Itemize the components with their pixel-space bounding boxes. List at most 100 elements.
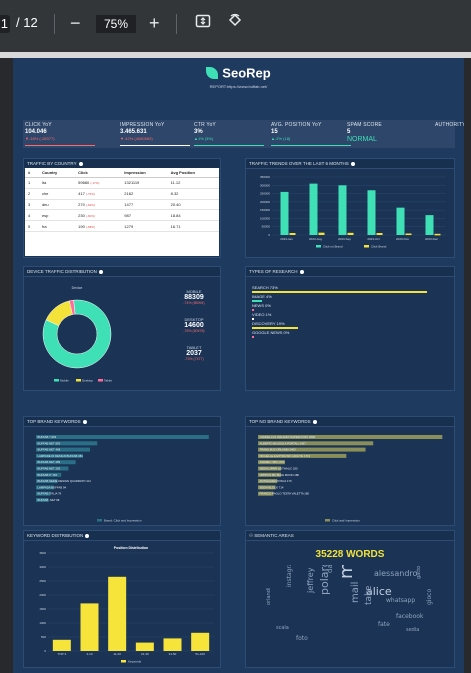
report-url: REPORT:https://www.buffab.net/ bbox=[209, 84, 268, 89]
zoom-out-icon[interactable]: − bbox=[70, 13, 81, 33]
zoom-in-icon[interactable]: + bbox=[149, 13, 160, 33]
info-icon[interactable] bbox=[98, 269, 103, 274]
rotate-icon[interactable] bbox=[227, 12, 243, 34]
research-label: SEARCH 73% bbox=[252, 285, 278, 290]
kpi-strip: CLICK YoY 104.046 ▼-18% (-28377) IMPRESSION… bbox=[23, 120, 464, 148]
donut-slice-desktop bbox=[45, 300, 73, 327]
bar-brand bbox=[434, 233, 441, 236]
panel-title: TOP NO BRAND KEYWORDS bbox=[246, 417, 454, 427]
cloud-word: mail bbox=[350, 581, 361, 603]
panel-title: TYPES OF RESEARCH bbox=[246, 267, 454, 277]
info-icon[interactable] bbox=[78, 161, 83, 166]
legend-swatch bbox=[364, 245, 369, 248]
x-tick-label: 2023-Oct bbox=[367, 237, 380, 241]
tablet-label: TABLET bbox=[186, 345, 202, 350]
keyword-bar bbox=[258, 453, 347, 458]
page-total: / 12 bbox=[16, 15, 38, 30]
table-row: 1 ita 59680 (-17%) 1321119 11.12 bbox=[25, 177, 219, 189]
research-label: VIDEO 1% bbox=[252, 312, 272, 317]
table-row: 5 fra 190 (-58%) 1279 16.71 bbox=[25, 220, 219, 232]
report-page: SeoRep REPORT:https://www.buffab.net/ CL… bbox=[13, 58, 464, 673]
column-header: Avg Position bbox=[167, 168, 219, 178]
keyword-bar bbox=[258, 485, 276, 490]
keyword-label: LAMPADA BUFFAB 94 bbox=[38, 485, 67, 489]
kpi-change: NORMAL bbox=[347, 136, 377, 143]
bar-non-brand bbox=[280, 191, 289, 235]
fit-page-icon[interactable] bbox=[195, 12, 211, 34]
kpi-label: IMPRESSION YoY bbox=[120, 122, 165, 128]
table-cell: 417 (-76%) bbox=[75, 188, 122, 200]
zoom-input[interactable]: 75% bbox=[96, 15, 136, 33]
table-cell: 4 bbox=[25, 209, 39, 222]
keyword-label: SEDIA LIPARI LEITHALIC 180 bbox=[260, 467, 298, 471]
x-tick-label: 2023-Aug bbox=[309, 237, 322, 241]
nobrand-keywords-chart: CANDELA DI ORLANDI SUPER FOXX 3000 ALBERT… bbox=[258, 435, 443, 523]
kpi-5: AUTHORITY bbox=[435, 122, 464, 129]
kpi-label: CTR YoY bbox=[194, 122, 216, 128]
table-cell: 230 (-60%) bbox=[75, 209, 122, 222]
keyword-bar bbox=[258, 435, 443, 439]
bar-brand bbox=[347, 232, 354, 235]
x-tick-label: 2023-Sep bbox=[338, 237, 351, 241]
keyword-bar bbox=[258, 441, 374, 446]
cloud-word: take bbox=[364, 585, 374, 605]
tablet-value: 2037 bbox=[186, 350, 202, 357]
cloud-word: gatto bbox=[416, 565, 422, 579]
table-row: 3 deu 270 (-64%) 1477 20.40 bbox=[25, 199, 219, 211]
kpi-2: CTR YoY 3% ▲1% (3%) bbox=[194, 122, 264, 146]
mobile-label: MOBILE bbox=[186, 289, 202, 294]
trends-panel: TRAFFIC TRENDS OVER THE LAST 6 MONTHS 35… bbox=[245, 158, 455, 258]
bar-non-brand bbox=[425, 215, 434, 235]
page-gap bbox=[0, 52, 471, 58]
panel-title: TRAFFIC TRENDS OVER THE LAST 6 MONTHS bbox=[246, 159, 454, 169]
legend-label: Click Brand bbox=[371, 245, 387, 249]
table-row: 4 esp 230 (-60%) 987 18.84 bbox=[25, 209, 219, 222]
y-tick-label: 0 bbox=[268, 233, 270, 237]
legend-label: Click no Brand bbox=[323, 245, 343, 249]
x-tick-label: 21-30 bbox=[141, 652, 149, 656]
column-header: Click bbox=[75, 168, 122, 178]
brand-name: SeoRep bbox=[222, 65, 271, 81]
toolbar-divider bbox=[176, 14, 177, 34]
legend-label: Mobile bbox=[60, 379, 69, 383]
y-tick-label: 3000 bbox=[39, 565, 46, 569]
legend-label: Click and Impression bbox=[332, 519, 360, 523]
info-icon[interactable] bbox=[82, 419, 87, 424]
x-tick-label: 51-100 bbox=[195, 652, 205, 656]
page-number-input[interactable]: 1 bbox=[0, 15, 10, 33]
kpi-3: AVG. POSITION YoY 15 ▲-2% (18) bbox=[271, 122, 351, 146]
info-icon[interactable] bbox=[299, 269, 304, 274]
cloud-word: sedia bbox=[406, 627, 420, 633]
info-icon[interactable] bbox=[85, 533, 90, 538]
leaf-logo-icon bbox=[206, 66, 219, 79]
x-tick-label: TOP 3 bbox=[58, 652, 67, 656]
info-icon[interactable] bbox=[350, 161, 355, 166]
bar bbox=[108, 576, 127, 651]
keyword-label: BUFFAB .NET 68 bbox=[38, 498, 60, 502]
table-cell: fra bbox=[38, 220, 76, 232]
keyword-label: BUFFAB SEDIE DESIGN QUADRATO 114 bbox=[38, 479, 92, 483]
bar-brand bbox=[289, 233, 296, 235]
panel-title: DEVICE TRAFFIC DISTRIBUTION bbox=[24, 267, 220, 277]
column-header: Impression bbox=[121, 168, 168, 178]
keyword-bar bbox=[258, 447, 366, 452]
research-panel: TYPES OF RESEARCH SEARCH 73% IMAGE 4% NEWS… bbox=[245, 266, 455, 391]
pdf-toolbar: 1 / 12 − 75% + bbox=[0, 0, 471, 52]
info-icon[interactable] bbox=[312, 419, 317, 424]
table-cell: 11.12 bbox=[167, 177, 219, 189]
keyword-label: ANTIGUARA POSCA 170 bbox=[260, 479, 292, 483]
cloud-word: jeffrey bbox=[306, 567, 315, 593]
y-tick-label: 2500 bbox=[39, 579, 46, 583]
bar bbox=[135, 642, 154, 651]
tablet-change: -73% (7477) bbox=[184, 357, 204, 361]
bar-non-brand bbox=[396, 207, 405, 235]
research-label: NEWS 0% bbox=[252, 303, 271, 308]
keyword-label: SEDIA BLOCK 714 bbox=[260, 485, 284, 489]
bar bbox=[52, 639, 71, 651]
table-cell: deu bbox=[38, 199, 76, 211]
y-tick-label: 100000 bbox=[260, 216, 270, 220]
keyword-label: BUFFAB IT 152 bbox=[38, 473, 58, 477]
keyword-bar bbox=[36, 466, 69, 471]
device-donut-chart: Device Mobile Desktop Tablet bbox=[42, 286, 112, 383]
panel-title: TOP BRAND KEYWORDS bbox=[24, 417, 220, 427]
